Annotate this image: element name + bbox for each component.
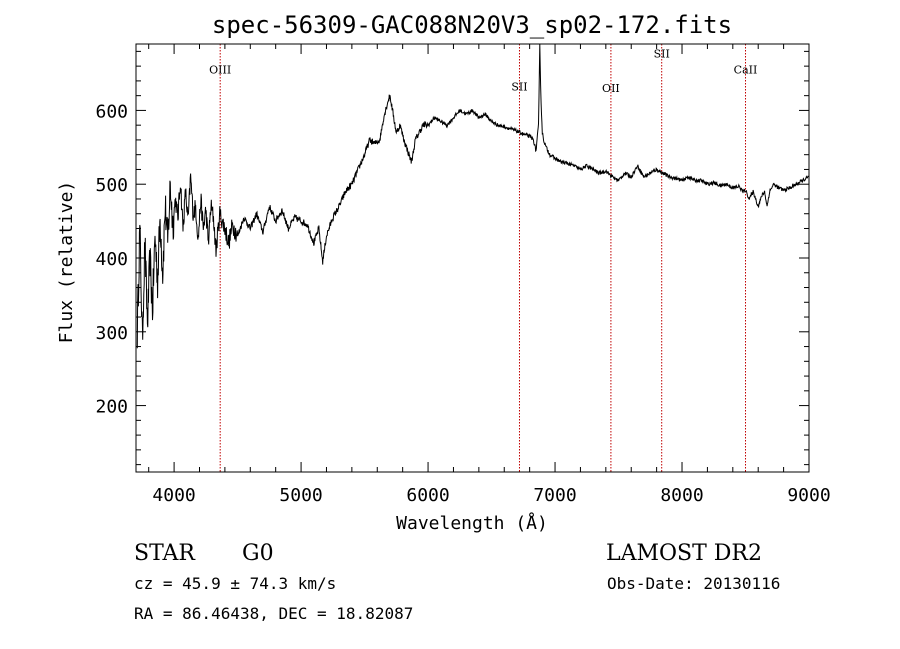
spectrum-line: [136, 43, 810, 349]
spectral-line-label: SII: [654, 47, 670, 60]
x-tick-label: 5000: [279, 485, 322, 506]
object-type: STAR: [134, 541, 196, 566]
chart-title: spec-56309-GAC088N20V3_sp02-172.fits: [212, 11, 732, 39]
survey-name: LAMOST DR2: [606, 541, 762, 566]
y-tick-label: 500: [95, 175, 128, 196]
observation-date: Obs-Date: 20130116: [607, 574, 780, 593]
spectral-line-label: SII: [511, 80, 527, 93]
x-tick-label: 8000: [660, 485, 703, 506]
y-tick-label: 600: [95, 101, 128, 122]
y-tick-label: 300: [95, 323, 128, 344]
x-tick-label: 9000: [787, 485, 830, 506]
spectral-subclass: G0: [242, 541, 274, 566]
x-tick-label: 7000: [533, 485, 576, 506]
spectral-line-label: OII: [602, 82, 620, 95]
coordinates: RA = 86.46438, DEC = 18.82087: [134, 604, 413, 623]
redshift-velocity: cz = 45.9 ± 74.3 km/s: [134, 574, 336, 593]
y-axis-label: Flux (relative): [56, 181, 77, 344]
spectral-line-label: OIII: [209, 64, 231, 77]
plot-frame: [135, 43, 810, 473]
x-tick-label: 6000: [406, 485, 449, 506]
y-tick-label: 200: [95, 397, 128, 418]
spectral-line-label: CaII: [734, 64, 758, 77]
plot-area: OIII SII OII SII CaII 4000 5000 6000 7000 8000 900…: [95, 43, 831, 506]
x-axis-label: Wavelength (Å): [396, 512, 548, 534]
x-tick-label: 4000: [152, 485, 195, 506]
y-tick-label: 400: [95, 249, 128, 270]
